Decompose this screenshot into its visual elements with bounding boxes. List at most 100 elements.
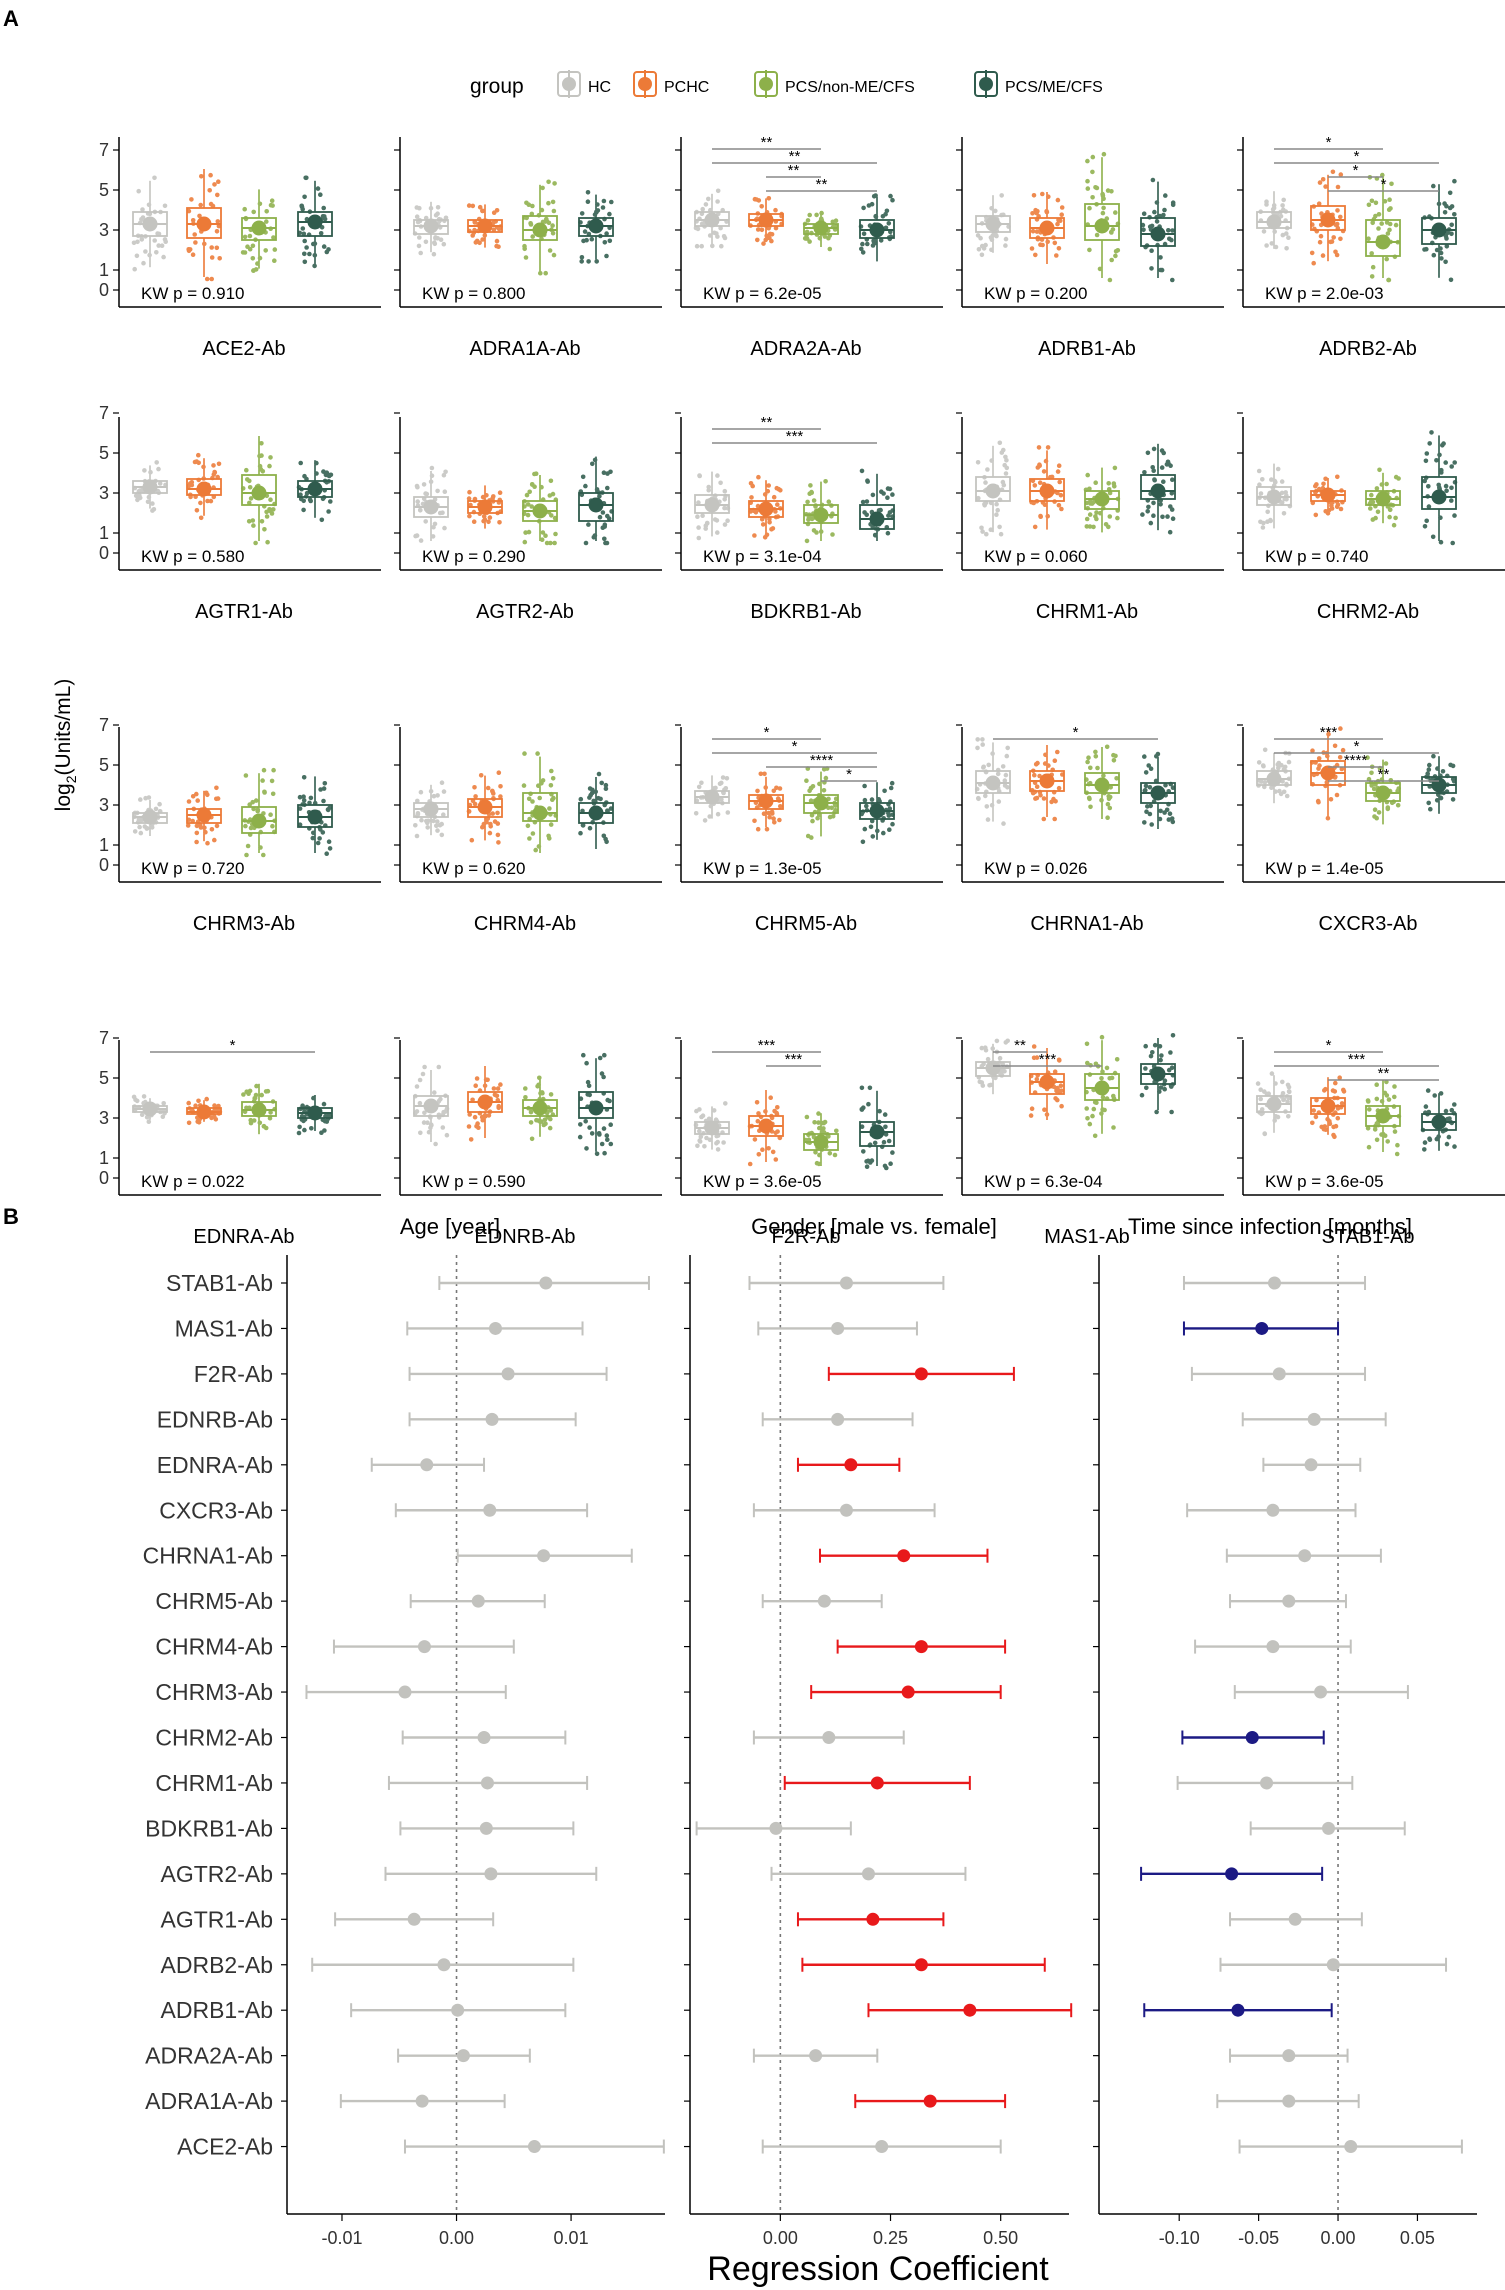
data-point [162,203,168,209]
data-point [1258,491,1264,496]
data-point [1284,793,1290,799]
forest-estimate-chrm1-ab [387,1775,589,1790]
data-point [547,1125,553,1131]
box-mean-dot [1320,765,1336,781]
data-point [539,207,545,213]
point-estimate [407,1912,421,1926]
data-point [758,771,764,777]
data-point [1452,460,1457,465]
data-point [884,1165,889,1171]
data-point [442,489,448,495]
data-point [990,1046,995,1051]
data-point [1426,800,1431,806]
forest-estimate-agtr2-ab [384,1866,598,1881]
data-point [885,495,890,501]
box-pcs-me-cfs [1139,1033,1176,1115]
data-point [1281,1097,1287,1102]
forest-estimate-chrm4-ab [836,1639,1007,1654]
data-point [597,1055,603,1061]
data-point [1333,249,1338,255]
data-point [1393,222,1399,228]
data-point [193,240,198,245]
data-point [527,489,532,495]
data-point [1044,209,1050,215]
data-point [1145,804,1150,809]
data-point [1031,1055,1037,1061]
data-point [870,492,876,498]
box-mean-dot [142,809,158,825]
data-point [213,1117,219,1122]
data-point [552,181,557,186]
data-point [435,488,440,494]
data-point [523,255,529,260]
data-point [1374,486,1380,491]
box-pcs-me-cfs [1140,751,1176,829]
forest-estimate-f2r-ab [1190,1366,1367,1381]
data-point [247,802,252,807]
data-point [1005,745,1010,751]
data-point [580,474,586,480]
data-point [144,826,150,831]
data-point [525,823,531,829]
significance-bracket: **** [1328,752,1383,769]
data-point [860,839,866,845]
data-point [981,764,986,770]
forest-estimate-chrm5-ab [761,1594,883,1609]
point-estimate [537,1549,551,1563]
data-point [271,507,276,512]
data-point [1087,796,1092,802]
data-point [592,457,598,463]
data-point [202,825,207,831]
data-point [1168,504,1173,509]
data-point [1316,756,1322,761]
data-point [480,1117,486,1123]
data-point [1095,765,1100,771]
point-estimate [477,1731,491,1744]
data-point [487,515,493,520]
box-hc [1256,747,1292,804]
data-point [415,798,420,804]
data-point [444,1132,450,1138]
data-point [257,1120,263,1126]
data-point [765,488,771,494]
data-point [1101,151,1107,157]
data-point [1366,236,1371,241]
data-point [1143,783,1149,789]
box-iqr [241,474,277,506]
data-point [605,1137,610,1142]
data-point [532,484,537,490]
data-point [551,252,557,258]
data-point [1335,208,1340,213]
data-point [1269,477,1274,482]
forest-estimate-cxcr3-ab [752,1503,936,1518]
data-point [548,822,554,827]
antibody-name: CHRM3-Ab [193,913,295,935]
data-point [544,540,550,546]
bracket-stars: ** [761,134,773,151]
forest-estimate-adra1a-ab [854,2094,1007,2109]
data-point [1030,211,1035,216]
data-point [212,182,217,187]
forest-row-label: MAS1-Ab [175,1315,273,1341]
data-point [157,801,162,807]
forest-estimate-ednrb-ab [408,1412,577,1427]
data-point [1036,445,1042,450]
data-point [594,487,600,492]
data-point [805,218,811,223]
forest-estimate-ednrb-ab [1241,1412,1387,1427]
point-estimate [479,1821,493,1835]
data-point [810,784,816,789]
data-point [1260,477,1265,482]
data-point [1332,743,1338,749]
box-mean-dot [1094,777,1110,793]
forest-estimate-f2r-ab [827,1366,1015,1381]
data-point [997,1055,1003,1061]
data-point [301,794,306,799]
panel-b-label: B [3,1204,19,1229]
data-point [435,211,440,216]
box-hc [413,1064,450,1147]
data-point [483,1077,489,1082]
data-point [1037,480,1043,486]
data-point [257,255,263,261]
data-point [889,780,895,786]
